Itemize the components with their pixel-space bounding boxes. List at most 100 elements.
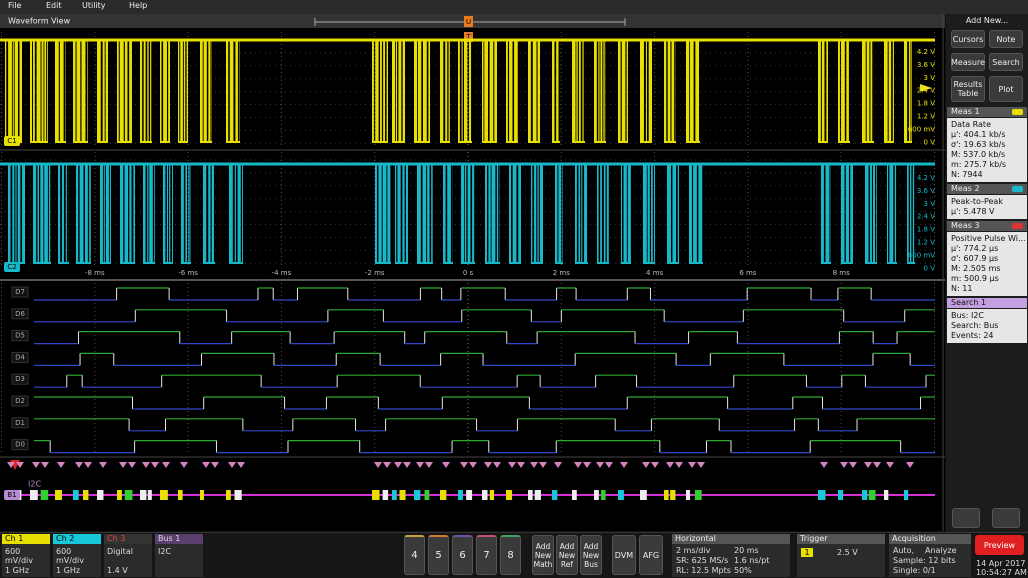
channel-button[interactable]: 5 <box>428 535 449 575</box>
bus-packet <box>178 490 183 500</box>
waveform-burst <box>461 40 463 142</box>
digital-badge <box>11 330 29 342</box>
digital-badge <box>11 395 29 407</box>
waveform-burst <box>33 40 35 142</box>
search-event <box>864 462 872 468</box>
meas-badge <box>1012 109 1023 115</box>
waveform-burst <box>117 40 119 142</box>
preview-button[interactable]: Preview <box>975 535 1024 555</box>
tool-button[interactable]: AFG <box>639 535 663 575</box>
bus-packet <box>160 490 168 500</box>
bus-packet <box>82 490 89 500</box>
horizontal-box[interactable]: Horizontal 2 ms/div 20 ms SR: 625 MS/s 1.6 n… <box>672 534 790 577</box>
time: 10:54:27 AM <box>976 568 1027 577</box>
waveform-burst <box>445 40 448 142</box>
waveform-burst <box>825 164 830 263</box>
menu-item[interactable]: Utility <box>82 1 106 10</box>
add-button[interactable]: Search <box>989 53 1023 71</box>
menu-item[interactable]: Edit <box>46 1 62 10</box>
add-button[interactable]: Plot <box>989 76 1023 102</box>
channel-box[interactable]: Ch 2 600 mV/div 1 GHz <box>53 534 101 577</box>
menu-item[interactable]: Help <box>129 1 148 10</box>
bus-packet <box>55 490 62 500</box>
meas-header[interactable]: Meas 3 <box>947 221 1027 231</box>
add-button[interactable]: Cursors <box>951 30 985 48</box>
trigger-box[interactable]: Trigger 1 2.5 V <box>797 534 885 577</box>
meas-header[interactable]: Meas 2 <box>947 184 1027 194</box>
waveform-burst <box>911 40 912 142</box>
meas-box[interactable]: Positive Pulse Wi... μ': 774.2 μs σ': 607.… <box>947 232 1027 296</box>
bus-packet <box>30 490 38 500</box>
bus-packet <box>818 490 826 500</box>
waveform-burst <box>672 164 677 263</box>
status-bar: Ch 1 600 mV/div 1 GHz Ch 2 600 mV/div 1 GHz Ch… <box>0 532 1028 578</box>
waveform-burst <box>841 164 845 263</box>
channel-button[interactable]: 7 <box>476 535 497 575</box>
channel-box[interactable]: Bus 1 I2C <box>155 534 203 577</box>
waveform-burst <box>627 164 631 263</box>
bus-packet <box>440 490 447 500</box>
search-event <box>840 462 848 468</box>
waveform-burst <box>447 164 451 263</box>
add-button[interactable]: Note <box>989 30 1023 48</box>
waveform-burst <box>109 164 111 263</box>
bus-packet <box>618 490 624 500</box>
add-new-button[interactable]: Add New Math <box>532 535 554 575</box>
search-event <box>394 462 402 468</box>
waveform-burst <box>129 40 132 142</box>
waveform-burst <box>47 40 48 142</box>
search-event <box>508 462 516 468</box>
waveform-burst <box>509 164 512 263</box>
meas-header[interactable]: Meas 1 <box>947 107 1027 117</box>
waveform-burst <box>100 164 103 263</box>
channel-badge-label: C2 <box>7 263 16 271</box>
channel-button[interactable]: 6 <box>452 535 473 575</box>
waveform-burst <box>143 164 146 263</box>
waveform-burst <box>907 164 909 263</box>
menu-item[interactable]: File <box>8 1 22 10</box>
add-new-button[interactable]: Add New Bus <box>580 535 602 575</box>
add-button[interactable]: Measure <box>951 53 985 71</box>
search-event <box>873 462 881 468</box>
meas-line: μ': 774.2 μs <box>951 244 999 253</box>
add-new-button[interactable]: Add New Ref <box>556 535 578 575</box>
time-label: -6 ms <box>178 269 198 277</box>
zoom-button[interactable] <box>952 508 980 528</box>
waveform-burst <box>626 40 628 142</box>
scale-label: 4.2 V <box>917 48 935 56</box>
search-event <box>228 462 236 468</box>
waveform-burst <box>234 164 236 263</box>
acquisition-setting: Sample: 12 bits <box>893 556 956 565</box>
waveform-burst <box>888 40 892 142</box>
channel-button[interactable]: 4 <box>404 535 425 575</box>
acquisition-box[interactable]: Acquisition Auto, Analyze Sample: 12 bits Si… <box>889 534 971 577</box>
waveform-burst <box>417 40 422 142</box>
waveform-burst <box>12 164 15 263</box>
channel-box[interactable]: Ch 3 Digital 1.4 V <box>104 534 152 577</box>
acquisition-header: Acquisition <box>889 534 971 544</box>
search-header[interactable]: Search 1 <box>947 298 1027 308</box>
search-event <box>574 462 582 468</box>
digital-label: D4 <box>15 353 25 361</box>
waveform-burst <box>640 40 644 142</box>
delete-button[interactable] <box>992 508 1020 528</box>
meas-line: M: 537.0 kb/s <box>951 150 1006 159</box>
waveform-burst <box>160 40 162 142</box>
waveform-burst <box>528 40 531 142</box>
horizontal-setting: SR: 625 MS/s <box>676 556 729 565</box>
waveform-burst <box>150 40 152 142</box>
channel-header: Ch 2 <box>53 534 101 544</box>
digital-label: D3 <box>15 375 25 383</box>
waveform-burst <box>866 40 870 142</box>
waveform-burst <box>603 40 605 142</box>
search-box[interactable]: Bus: I2C Search: Bus Events: 24 <box>947 309 1027 343</box>
waveform-burst <box>392 40 396 142</box>
search-event <box>7 462 15 468</box>
channel-button[interactable]: 8 <box>500 535 521 575</box>
channel-box[interactable]: Ch 1 600 mV/div 1 GHz <box>2 534 50 577</box>
meas-box[interactable]: Peak-to-Peak μ': 5.478 V <box>947 195 1027 219</box>
meas-box[interactable]: Data Rate μ': 404.1 kb/s σ': 19.63 kb/s M: … <box>947 118 1027 182</box>
tool-button[interactable]: DVM <box>612 535 636 575</box>
time-label: -2 ms <box>365 269 385 277</box>
add-button[interactable]: Results Table <box>951 76 985 102</box>
